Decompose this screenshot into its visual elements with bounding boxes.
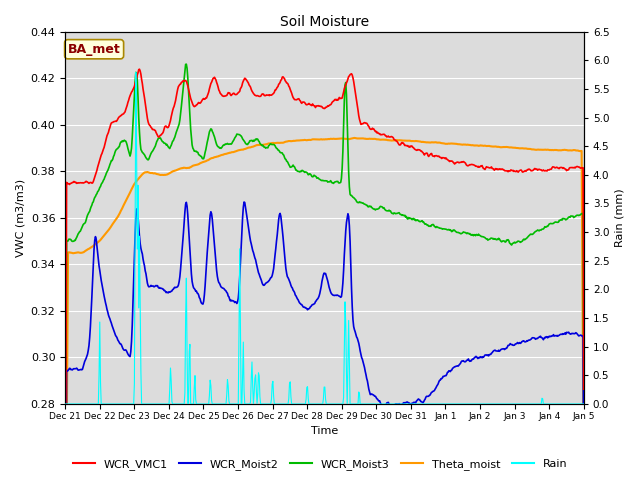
Theta_moist <box>177 166 184 171</box>
WCR_VMC1 <box>388 134 396 140</box>
Line: Rain: Rain <box>65 72 584 404</box>
WCR_Moist3 <box>177 111 184 117</box>
WCR_Moist2 <box>240 199 248 205</box>
WCR_Moist2 <box>204 240 212 245</box>
Line: WCR_VMC1: WCR_VMC1 <box>65 69 584 480</box>
WCR_VMC1 <box>580 386 588 392</box>
X-axis label: Time: Time <box>311 426 338 436</box>
Theta_moist <box>70 250 78 256</box>
Text: BA_met: BA_met <box>68 43 120 56</box>
Rain <box>124 401 132 407</box>
Y-axis label: VWC (m3/m3): VWC (m3/m3) <box>15 179 25 257</box>
WCR_Moist2 <box>177 266 184 272</box>
Rain <box>388 401 396 407</box>
WCR_Moist3 <box>580 421 588 427</box>
WCR_Moist2 <box>70 366 78 372</box>
WCR_Moist3 <box>70 238 78 243</box>
WCR_VMC1 <box>403 143 411 149</box>
Theta_moist <box>124 194 132 200</box>
Line: WCR_Moist2: WCR_Moist2 <box>65 202 584 480</box>
Y-axis label: Rain (mm): Rain (mm) <box>615 189 625 247</box>
Theta_moist <box>204 157 212 163</box>
Legend: WCR_VMC1, WCR_Moist2, WCR_Moist3, Theta_moist, Rain: WCR_VMC1, WCR_Moist2, WCR_Moist3, Theta_… <box>68 455 572 474</box>
WCR_Moist3 <box>388 210 396 216</box>
WCR_Moist3 <box>403 216 411 221</box>
WCR_Moist2 <box>124 351 132 357</box>
Rain <box>70 401 78 407</box>
Theta_moist <box>388 138 396 144</box>
Rain <box>61 401 69 407</box>
Title: Soil Moisture: Soil Moisture <box>280 15 369 29</box>
WCR_Moist2 <box>403 399 411 405</box>
WCR_VMC1 <box>177 80 185 85</box>
WCR_VMC1 <box>136 66 143 72</box>
WCR_Moist3 <box>205 132 212 138</box>
WCR_VMC1 <box>70 179 78 185</box>
WCR_VMC1 <box>205 89 212 95</box>
Line: WCR_Moist3: WCR_Moist3 <box>65 64 584 480</box>
WCR_Moist2 <box>388 403 396 408</box>
WCR_Moist3 <box>182 61 190 67</box>
Rain <box>177 401 185 407</box>
WCR_Moist3 <box>124 145 132 151</box>
Rain <box>403 401 411 407</box>
Line: Theta_moist: Theta_moist <box>65 138 584 480</box>
WCR_VMC1 <box>124 99 132 105</box>
Theta_moist <box>403 138 411 144</box>
Rain <box>205 401 212 407</box>
Rain <box>132 70 140 75</box>
Rain <box>580 401 588 407</box>
Theta_moist <box>351 135 358 141</box>
